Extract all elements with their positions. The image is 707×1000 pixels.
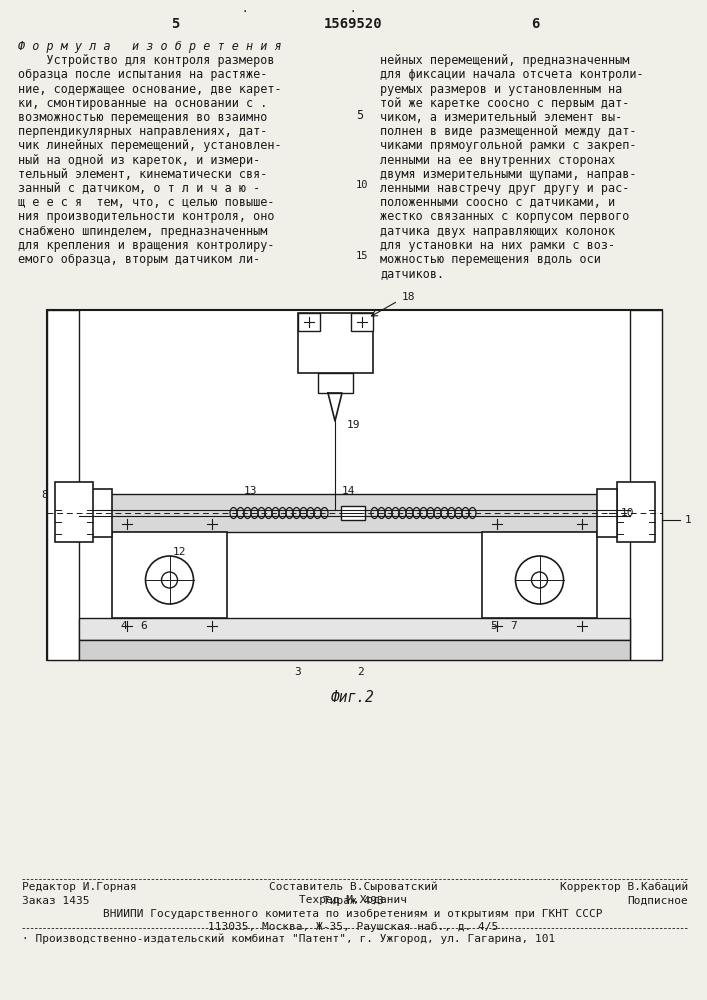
Text: 10: 10 xyxy=(620,508,633,518)
Text: 10: 10 xyxy=(356,180,368,190)
Text: для установки на них рамки с воз-: для установки на них рамки с воз- xyxy=(380,239,615,252)
Text: Подписное: Подписное xyxy=(627,896,688,906)
Text: 113035, Москва, Ж-35, Раушская наб., д. 4/5: 113035, Москва, Ж-35, Раушская наб., д. … xyxy=(208,922,498,932)
Text: Ф о р м у л а   и з о б р е т е н и я: Ф о р м у л а и з о б р е т е н и я xyxy=(18,40,281,53)
Text: Составитель В.Сыроватский: Составитель В.Сыроватский xyxy=(269,882,438,892)
Text: руемых размеров и установленным на: руемых размеров и установленным на xyxy=(380,83,622,96)
Bar xyxy=(112,532,227,618)
Bar xyxy=(55,482,93,542)
Bar xyxy=(318,373,353,393)
Text: щ е е с я  тем, что, с целью повыше-: щ е е с я тем, что, с целью повыше- xyxy=(18,196,274,209)
Text: 4: 4 xyxy=(121,621,127,631)
Text: снабжено шпинделем, предназначенным: снабжено шпинделем, предназначенным xyxy=(18,225,267,238)
Text: Фиг.2: Фиг.2 xyxy=(331,690,375,705)
Text: Корректор В.Кабаций: Корректор В.Кабаций xyxy=(560,882,688,892)
Text: 18: 18 xyxy=(402,292,415,302)
Text: 12: 12 xyxy=(173,547,186,557)
Text: 15: 15 xyxy=(356,251,368,261)
Text: ленными навстречу друг другу и рас-: ленными навстречу друг другу и рас- xyxy=(380,182,629,195)
Text: Техред М.Ходанич: Техред М.Ходанич xyxy=(299,895,407,905)
Text: датчика двух направляющих колонок: датчика двух направляющих колонок xyxy=(380,225,615,238)
Text: датчиков.: датчиков. xyxy=(380,267,444,280)
Text: 13: 13 xyxy=(243,486,257,496)
Text: чик линейных перемещений, установлен-: чик линейных перемещений, установлен- xyxy=(18,139,281,152)
Bar xyxy=(47,310,79,660)
Text: 14: 14 xyxy=(341,486,355,496)
Circle shape xyxy=(161,572,177,588)
Text: положенными соосно с датчиками, и: положенными соосно с датчиками, и xyxy=(380,196,615,209)
Text: Тираж 493: Тираж 493 xyxy=(322,896,383,906)
Bar xyxy=(341,506,365,520)
Circle shape xyxy=(146,556,194,604)
Text: ВНИИПИ Государственного комитета по изобретениям и открытиям при ГКНТ СССР: ВНИИПИ Государственного комитета по изоб… xyxy=(103,909,603,919)
Text: образца после испытания на растяже-: образца после испытания на растяже- xyxy=(18,68,267,81)
Bar xyxy=(79,640,630,660)
Bar xyxy=(79,494,630,532)
Circle shape xyxy=(532,572,547,588)
Text: 1569520: 1569520 xyxy=(324,17,382,31)
Text: 5: 5 xyxy=(491,621,498,631)
Text: для крепления и вращения контролиру-: для крепления и вращения контролиру- xyxy=(18,239,274,252)
Text: ленными на ее внутренних сторонах: ленными на ее внутренних сторонах xyxy=(380,154,615,167)
Text: жестко связанных с корпусом первого: жестко связанных с корпусом первого xyxy=(380,210,629,223)
Text: 5: 5 xyxy=(171,17,179,31)
Bar xyxy=(79,489,112,537)
Text: · Производственно-издательский комбинат "Патент", г. Ужгород, ул. Гагарина, 101: · Производственно-издательский комбинат … xyxy=(22,933,555,944)
Text: тельный элемент, кинематически свя-: тельный элемент, кинематически свя- xyxy=(18,168,267,181)
Bar xyxy=(298,313,373,373)
Text: двумя измерительными щупами, направ-: двумя измерительными щупами, направ- xyxy=(380,168,636,181)
Text: для фиксации начала отсчета контроли-: для фиксации начала отсчета контроли- xyxy=(380,68,643,81)
Bar xyxy=(597,489,617,537)
Bar xyxy=(630,310,662,660)
Text: 3: 3 xyxy=(295,667,301,677)
Text: ки, смонтированные на основании с .: ки, смонтированные на основании с . xyxy=(18,97,267,110)
Text: Устройство для контроля размеров: Устройство для контроля размеров xyxy=(18,54,274,67)
Text: ный на одной из кареток, и измери-: ный на одной из кареток, и измери- xyxy=(18,154,260,167)
Text: нейных перемещений, предназначенным: нейных перемещений, предназначенным xyxy=(380,54,629,67)
Text: ние, содержащее основание, две карет-: ние, содержащее основание, две карет- xyxy=(18,83,281,96)
Bar xyxy=(47,310,662,660)
Bar xyxy=(298,313,320,331)
Text: перпендикулярных направлениях, дат-: перпендикулярных направлениях, дат- xyxy=(18,125,267,138)
Text: 5: 5 xyxy=(356,109,363,122)
Text: 7: 7 xyxy=(510,621,518,631)
Text: 2: 2 xyxy=(358,667,364,677)
Text: емого образца, вторым датчиком ли-: емого образца, вторым датчиком ли- xyxy=(18,253,260,266)
Text: 1: 1 xyxy=(684,515,691,525)
Text: 19: 19 xyxy=(346,420,360,430)
Text: Заказ 1435: Заказ 1435 xyxy=(22,896,90,906)
Text: ·: · xyxy=(243,5,247,19)
Bar xyxy=(351,313,373,331)
Text: Редактор И.Горная: Редактор И.Горная xyxy=(22,882,136,892)
Text: полнен в виде размещенной между дат-: полнен в виде размещенной между дат- xyxy=(380,125,636,138)
Bar xyxy=(617,482,655,542)
Text: 8: 8 xyxy=(42,490,48,500)
Text: возможностью перемещения во взаимно: возможностью перемещения во взаимно xyxy=(18,111,267,124)
Bar xyxy=(482,532,597,618)
Text: той же каретке соосно с первым дат-: той же каретке соосно с первым дат- xyxy=(380,97,629,110)
Text: 6: 6 xyxy=(141,621,147,631)
Text: чиками прямоугольной рамки с закреп-: чиками прямоугольной рамки с закреп- xyxy=(380,139,636,152)
Text: занный с датчиком, о т л и ч а ю -: занный с датчиком, о т л и ч а ю - xyxy=(18,182,260,195)
Circle shape xyxy=(515,556,563,604)
Text: ния производительности контроля, оно: ния производительности контроля, оно xyxy=(18,210,274,223)
Text: чиком, а измерительный элемент вы-: чиком, а измерительный элемент вы- xyxy=(380,111,622,124)
Text: можностью перемещения вдоль оси: можностью перемещения вдоль оси xyxy=(380,253,601,266)
Bar xyxy=(79,618,630,640)
Text: ·: · xyxy=(351,5,355,19)
Text: 6: 6 xyxy=(531,17,539,31)
